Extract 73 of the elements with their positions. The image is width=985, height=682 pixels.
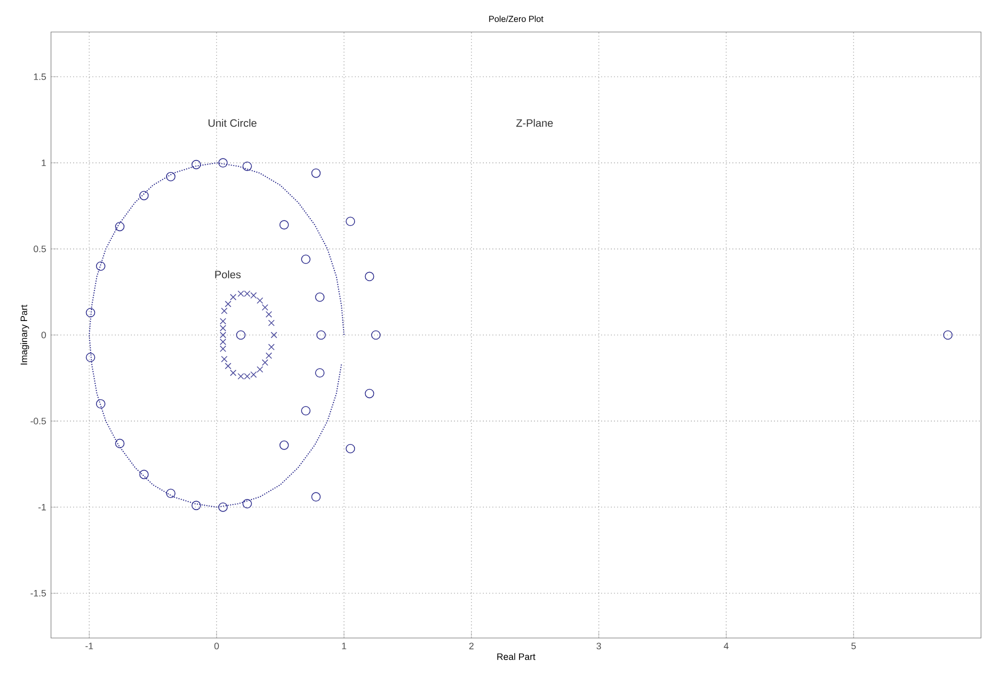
annotation: Unit Circle [208, 118, 256, 127]
point [311, 168, 321, 178]
point [301, 406, 310, 416]
point [230, 370, 236, 376]
point [242, 499, 252, 508]
x-tick-label: 0 [214, 642, 219, 650]
point [943, 330, 953, 340]
y-tick-label: -1 [38, 504, 46, 510]
line-series [88, 162, 345, 508]
x-tick-label: 4 [724, 642, 729, 650]
point [166, 172, 176, 182]
point [316, 330, 326, 340]
point [86, 352, 96, 362]
y-tick-label: -0.5 [30, 418, 46, 424]
annotation: Poles [215, 270, 241, 278]
point [256, 366, 264, 373]
point [279, 440, 289, 450]
x-tick-label: 5 [851, 642, 856, 650]
point [230, 294, 236, 300]
point [96, 399, 106, 409]
point [220, 338, 226, 346]
point [364, 272, 374, 282]
point [192, 500, 201, 510]
point [268, 344, 275, 350]
y-tick-label: -1.5 [30, 590, 46, 596]
x-tick-label: 2 [469, 642, 474, 650]
point [242, 162, 252, 171]
point [346, 216, 356, 226]
point [220, 324, 226, 332]
point [192, 160, 201, 170]
x-tick-label: 1 [342, 642, 346, 650]
y-tick-label: 1 [42, 160, 46, 166]
x-axis-title: Real Part [497, 653, 536, 660]
point [262, 359, 268, 366]
point [139, 190, 149, 200]
point [371, 330, 381, 340]
x-tick-label: 3 [596, 642, 601, 650]
point [346, 444, 356, 454]
point [115, 438, 124, 448]
y-tick-label: 0 [41, 332, 46, 338]
point [270, 332, 278, 338]
point [315, 368, 324, 378]
chart-title: Pole/Zero Plot [489, 16, 544, 22]
point [224, 300, 232, 308]
point [96, 261, 106, 271]
point [221, 308, 228, 314]
point [224, 362, 232, 370]
y-tick-label: 1.5 [34, 74, 46, 80]
point [218, 502, 228, 512]
point [220, 332, 226, 338]
point [166, 488, 176, 498]
point [139, 470, 149, 480]
point [221, 356, 228, 362]
point [218, 158, 228, 168]
point [236, 330, 246, 340]
point [301, 254, 310, 264]
point [262, 304, 268, 311]
point [115, 222, 124, 232]
point [364, 388, 374, 398]
y-axis-title: Imaginary Part [20, 304, 30, 364]
point [220, 318, 226, 324]
x-tick-label: -1 [85, 642, 93, 650]
y-tick-label: 0.5 [34, 246, 46, 252]
point [311, 492, 321, 502]
point [268, 320, 275, 326]
point [279, 220, 289, 230]
point [220, 346, 226, 352]
point [266, 311, 272, 318]
annotation: Z-Plane [516, 118, 553, 127]
point [266, 352, 272, 359]
point [315, 292, 324, 302]
point [86, 308, 96, 318]
point [256, 297, 264, 304]
